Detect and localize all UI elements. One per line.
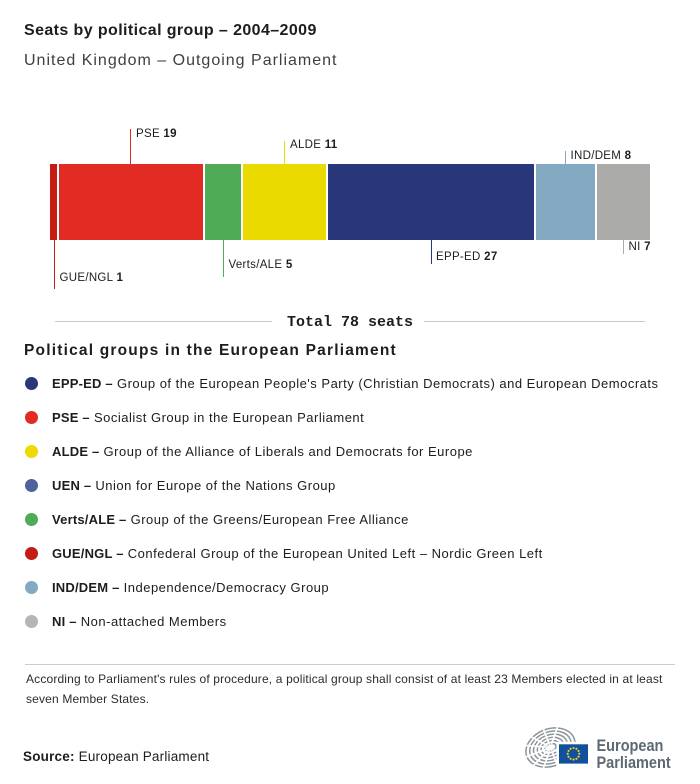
svg-text:European: European [597, 737, 664, 755]
svg-text:Parliament: Parliament [597, 754, 671, 772]
